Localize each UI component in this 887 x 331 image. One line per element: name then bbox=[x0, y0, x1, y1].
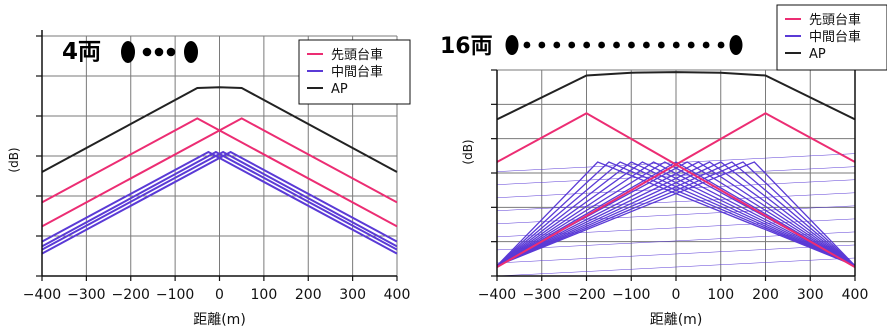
band-hatch bbox=[497, 179, 855, 198]
x-tick-label: 100 bbox=[251, 287, 278, 303]
train-car-end bbox=[121, 41, 135, 63]
series-line-5 bbox=[41, 150, 398, 251]
series-line-middle bbox=[497, 161, 855, 267]
legend-box bbox=[776, 4, 887, 71]
x-tick-label: 300 bbox=[339, 287, 366, 303]
band-hatch bbox=[497, 244, 855, 264]
train-car bbox=[687, 41, 695, 49]
x-tick-label: 0 bbox=[215, 287, 224, 303]
chart-title: 4両 bbox=[62, 39, 101, 65]
train-glyph bbox=[505, 35, 743, 55]
train-car bbox=[717, 41, 725, 49]
band-hatch bbox=[497, 166, 855, 185]
x-tick-label: −100 bbox=[156, 287, 194, 303]
x-tick-label: 200 bbox=[752, 287, 779, 303]
x-tick-label: −200 bbox=[112, 287, 150, 303]
legend-label: 先頭台車 bbox=[809, 13, 861, 28]
train-car bbox=[643, 41, 650, 49]
series-line-3 bbox=[41, 150, 398, 255]
x-tick-label: 400 bbox=[384, 287, 411, 303]
series-line-middle bbox=[497, 161, 855, 267]
legend-label: 先頭台車 bbox=[331, 48, 383, 63]
chart-title: 16両 bbox=[440, 34, 493, 59]
train-glyph bbox=[121, 41, 198, 63]
series-line-2 bbox=[41, 117, 398, 228]
train-car bbox=[154, 47, 164, 57]
series-line-middle bbox=[497, 161, 855, 267]
series-line-0 bbox=[41, 86, 398, 173]
plot-area bbox=[41, 86, 398, 255]
y-axis-label: (dB) bbox=[7, 147, 21, 172]
series-line-1 bbox=[41, 117, 398, 228]
series-line-middle bbox=[497, 161, 855, 267]
band-hatch bbox=[497, 257, 855, 276]
x-axis-label: 距離(m) bbox=[193, 311, 246, 327]
x-tick-label: −200 bbox=[567, 287, 605, 303]
train-car-end bbox=[505, 35, 519, 55]
x-axis-label: 距離(m) bbox=[650, 311, 703, 327]
train-car bbox=[553, 41, 561, 49]
train-car bbox=[598, 41, 605, 49]
y-axis-label: (dB) bbox=[461, 139, 475, 164]
legend-label: AP bbox=[809, 47, 826, 62]
series-line-middle bbox=[497, 161, 855, 267]
plot-area bbox=[497, 71, 855, 276]
x-tick-label: 200 bbox=[295, 287, 322, 303]
train-car bbox=[523, 41, 531, 49]
grid bbox=[41, 35, 398, 277]
band-hatch bbox=[497, 231, 855, 251]
train-car-end bbox=[729, 35, 743, 55]
x-tick-label: −100 bbox=[612, 287, 650, 303]
legend-label: 中間台車 bbox=[809, 30, 861, 45]
x-tick-label: 300 bbox=[797, 287, 824, 303]
x-tick-label: −300 bbox=[523, 287, 561, 303]
chart-1: −400 −300 −200 −100 0 100 200 300 400 距離(m) (dB) 16… bbox=[440, 4, 887, 328]
train-car bbox=[166, 47, 176, 57]
series-line-4 bbox=[41, 150, 398, 251]
train-car-end bbox=[184, 41, 198, 63]
series-line-0 bbox=[497, 71, 855, 121]
train-car bbox=[142, 47, 152, 57]
legend-label: AP bbox=[331, 82, 348, 97]
train-car bbox=[657, 41, 665, 49]
train-car bbox=[702, 41, 710, 49]
series-line-2 bbox=[497, 112, 855, 268]
series-line-middle bbox=[497, 161, 855, 267]
x-tick-label: −400 bbox=[478, 287, 516, 303]
x-tick-label: 100 bbox=[707, 287, 734, 303]
band-hatch bbox=[497, 205, 855, 225]
train-car bbox=[538, 41, 546, 49]
train-car bbox=[568, 41, 576, 49]
x-tick-label: −400 bbox=[23, 287, 61, 303]
chart-0: −400 −300 −200 −100 0 100 200 300 400 距離(m) (dB) 4両… bbox=[7, 30, 411, 328]
x-tick-label: 400 bbox=[842, 287, 869, 303]
series-line-middle bbox=[497, 161, 855, 267]
band-hatch bbox=[497, 192, 855, 212]
train-car bbox=[583, 41, 591, 49]
series-line-middle bbox=[497, 161, 855, 267]
series-line-1 bbox=[497, 112, 855, 268]
series-line-middle bbox=[497, 161, 855, 267]
x-tick-label: 0 bbox=[672, 287, 681, 303]
band-hatch bbox=[497, 153, 855, 172]
train-car bbox=[672, 41, 680, 49]
series-line-middle bbox=[497, 161, 855, 267]
train-car bbox=[628, 41, 635, 49]
legend-box bbox=[298, 39, 411, 105]
series-line-middle bbox=[497, 161, 855, 267]
series-line-middle bbox=[497, 161, 855, 267]
legend-label: 中間台車 bbox=[331, 65, 383, 80]
x-tick-label: −300 bbox=[67, 287, 105, 303]
train-car bbox=[613, 41, 620, 49]
series-line-6 bbox=[41, 150, 398, 255]
series-line-middle bbox=[497, 161, 855, 267]
